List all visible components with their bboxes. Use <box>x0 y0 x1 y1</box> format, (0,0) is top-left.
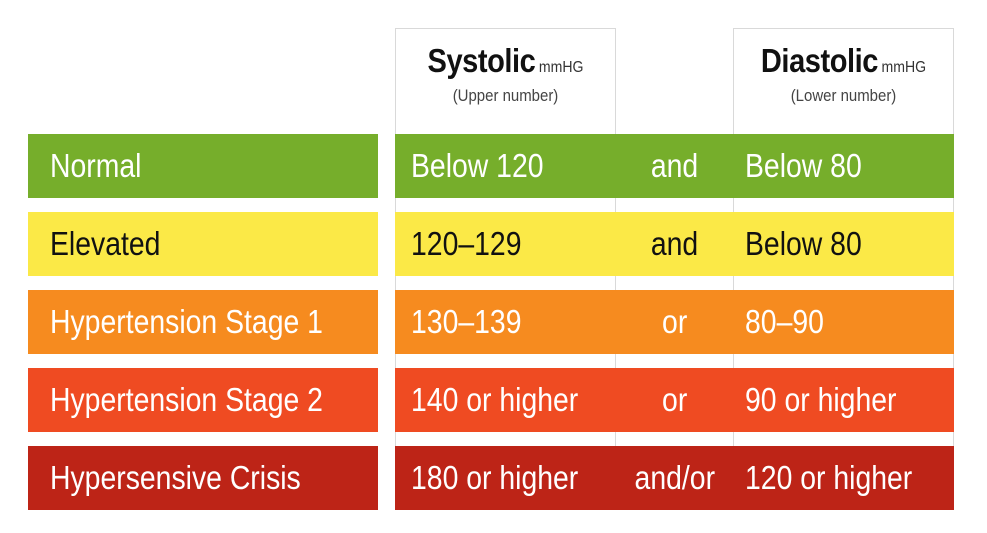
systolic-value: Below 120 <box>395 134 616 198</box>
diastolic-value: 120 or higher <box>733 446 954 510</box>
table-row: Hypertension Stage 2 140 or higher or 90 or… <box>0 368 987 432</box>
table-row: Elevated 120–129 and Below 80 <box>0 212 987 276</box>
table-row: Normal Below 120 and Below 80 <box>0 134 987 198</box>
diastolic-value: Below 80 <box>733 134 954 198</box>
category-label: Hypersensive Crisis <box>28 446 378 510</box>
systolic-header: Systolic mmHG (Upper number) <box>408 42 602 106</box>
table-row: Hypersensive Crisis 180 or higher and/or 12… <box>0 446 987 510</box>
table-row: Hypertension Stage 1 130–139 or 80–90 <box>0 290 987 354</box>
conjunction: and <box>616 134 733 198</box>
conjunction: or <box>616 368 733 432</box>
category-label: Normal <box>28 134 378 198</box>
diastolic-subtitle: (Lower number) <box>790 86 897 105</box>
conjunction: and/or <box>616 446 733 510</box>
systolic-unit: mmHG <box>538 59 584 76</box>
diastolic-value: 80–90 <box>733 290 954 354</box>
category-label: Hypertension Stage 1 <box>28 290 378 354</box>
category-label: Elevated <box>28 212 378 276</box>
systolic-value: 140 or higher <box>395 368 616 432</box>
systolic-value: 180 or higher <box>395 446 616 510</box>
diastolic-value: 90 or higher <box>733 368 954 432</box>
diastolic-value: Below 80 <box>733 212 954 276</box>
diastolic-title: Diastolic <box>760 42 879 79</box>
conjunction: and <box>616 212 733 276</box>
conjunction: or <box>616 290 733 354</box>
systolic-title: Systolic <box>427 42 536 79</box>
diastolic-unit: mmHG <box>881 59 927 76</box>
systolic-subtitle: (Upper number) <box>452 86 559 105</box>
category-label: Hypertension Stage 2 <box>28 368 378 432</box>
diastolic-header: Diastolic mmHG (Lower number) <box>746 42 940 106</box>
systolic-value: 120–129 <box>395 212 616 276</box>
systolic-value: 130–139 <box>395 290 616 354</box>
